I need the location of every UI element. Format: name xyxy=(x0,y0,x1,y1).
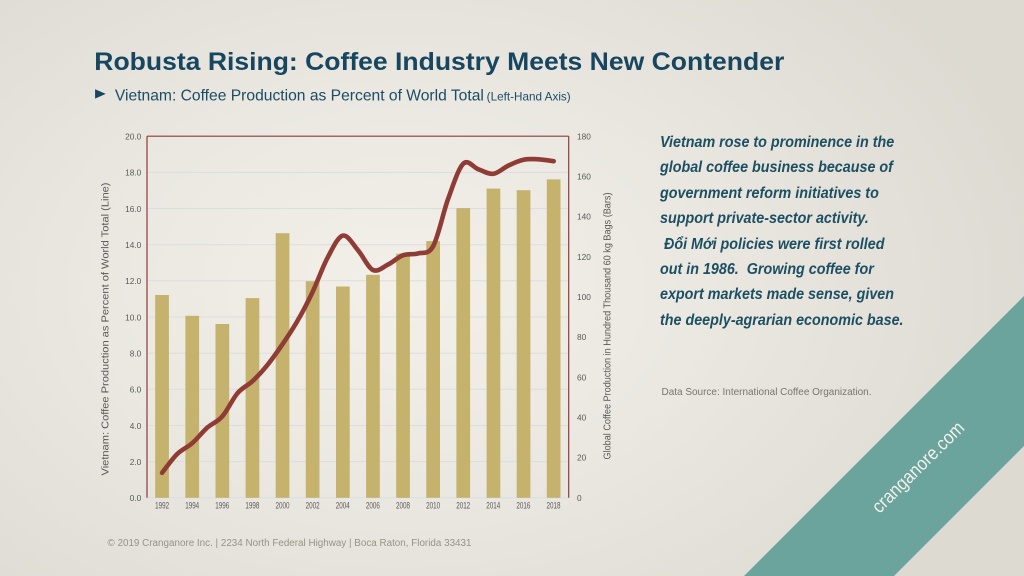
svg-text:0: 0 xyxy=(577,493,582,503)
svg-text:2006: 2006 xyxy=(366,501,380,511)
svg-text:10.0: 10.0 xyxy=(125,312,142,322)
svg-text:2.0: 2.0 xyxy=(130,457,142,467)
svg-text:80: 80 xyxy=(577,332,587,342)
svg-text:100: 100 xyxy=(577,292,591,302)
svg-text:20: 20 xyxy=(577,453,587,463)
svg-text:20.0: 20.0 xyxy=(125,132,142,142)
svg-text:8.0: 8.0 xyxy=(130,349,142,359)
svg-text:2016: 2016 xyxy=(516,501,530,511)
svg-text:2002: 2002 xyxy=(306,501,320,511)
svg-text:18.0: 18.0 xyxy=(125,168,142,178)
svg-text:Robusta Rising: Coffee Industr: Robusta Rising: Coffee Industry Meets Ne… xyxy=(94,48,784,76)
svg-text:2000: 2000 xyxy=(276,501,290,511)
svg-text:1992: 1992 xyxy=(155,501,169,511)
svg-text:Global Coffee Production in Hu: Global Coffee Production in Hundred Thou… xyxy=(603,193,614,460)
svg-text:120: 120 xyxy=(577,252,591,262)
svg-text:© 2019 Cranganore Inc. | 2234: © 2019 Cranganore Inc. | 2234 North Fede… xyxy=(108,538,472,549)
svg-text:0.0: 0.0 xyxy=(130,493,142,503)
svg-text:2012: 2012 xyxy=(456,501,470,511)
svg-text:1994: 1994 xyxy=(185,501,199,511)
svg-text:12.0: 12.0 xyxy=(125,276,142,286)
svg-text:2014: 2014 xyxy=(486,501,500,511)
svg-text:2010: 2010 xyxy=(426,501,440,511)
svg-text:2004: 2004 xyxy=(336,501,350,511)
svg-text:Data Source: International Cof: Data Source: International Coffee Organi… xyxy=(662,387,872,398)
svg-text:4.0: 4.0 xyxy=(130,421,142,431)
svg-text:16.0: 16.0 xyxy=(125,204,142,214)
svg-text:14.0: 14.0 xyxy=(125,240,142,250)
svg-text:(Left-Hand Axis): (Left-Hand Axis) xyxy=(487,90,571,103)
svg-text:60: 60 xyxy=(577,372,587,382)
svg-text:6.0: 6.0 xyxy=(130,385,142,395)
svg-text:2008: 2008 xyxy=(396,501,410,511)
svg-text:1998: 1998 xyxy=(245,501,259,511)
svg-text:160: 160 xyxy=(577,172,591,182)
svg-text:40: 40 xyxy=(577,413,587,423)
svg-text:Vietnam: Coffee Production as: Vietnam: Coffee Production as Percent of… xyxy=(115,87,484,104)
svg-text:140: 140 xyxy=(577,212,591,222)
svg-text:2018: 2018 xyxy=(547,501,561,511)
svg-text:180: 180 xyxy=(577,131,591,141)
svg-text:1996: 1996 xyxy=(215,501,229,511)
svg-text:Vietnam: Coffee Production as: Vietnam: Coffee Production as Percent of… xyxy=(101,183,112,476)
